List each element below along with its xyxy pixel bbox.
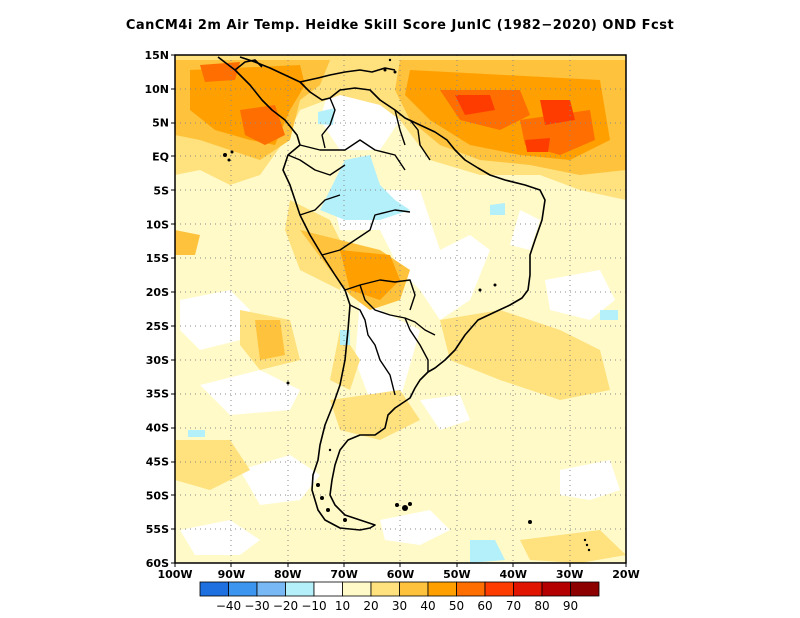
- lat-tick-label: 50S: [146, 489, 169, 502]
- colorbar-swatch: [285, 581, 315, 597]
- lat-tick-label: 5S: [153, 184, 169, 197]
- lat-tick-label: 15N: [144, 49, 169, 62]
- lat-tick-label: 10N: [144, 83, 169, 96]
- lat-tick-label: 15S: [146, 252, 169, 265]
- colorbar-swatch: [256, 581, 286, 597]
- colorbar-swatch: [456, 581, 486, 597]
- colorbar-swatch: [570, 581, 600, 597]
- colorbar-swatch: [541, 581, 571, 597]
- colorbar-label: 90: [563, 599, 578, 613]
- skill-region-50-60: [200, 62, 595, 155]
- colorbar-label: 80: [534, 599, 549, 613]
- lat-tick-label: 45S: [146, 455, 169, 468]
- lon-tick-label: 90W: [218, 568, 245, 581]
- colorbar-label: −40: [216, 599, 241, 613]
- lon-tick-label: 30W: [556, 568, 583, 581]
- colorbar-label: −10: [301, 599, 326, 613]
- colorbar-swatch: [313, 581, 343, 597]
- lat-tick-label: 30S: [146, 354, 169, 367]
- lon-tick-label: 70W: [330, 568, 357, 581]
- lat-tick-label: 20S: [146, 286, 169, 299]
- lat-tick-label: 10S: [146, 218, 169, 231]
- lat-tick-label: 5N: [152, 117, 169, 130]
- lat-tick-label: 60S: [146, 557, 169, 570]
- lat-tick-label: 40S: [146, 422, 169, 435]
- lat-tick-label: 25S: [146, 320, 169, 333]
- country-borders: [287, 97, 436, 396]
- lon-tick-label: 60W: [387, 568, 414, 581]
- skill-region-60-70: [455, 95, 575, 152]
- latitude-labels: 15N 10N 5N EQ 5S 10S 15S 20S 25S 30S 35S 40S 45S 50S 5…: [144, 49, 169, 570]
- lon-tick-label: 40W: [500, 568, 527, 581]
- colorbar-label: −30: [244, 599, 269, 613]
- lat-tick-label: 35S: [146, 388, 169, 401]
- colorbar-swatch: [513, 581, 543, 597]
- colorbar-label: 40: [420, 599, 435, 613]
- colorbar-label: 20: [363, 599, 378, 613]
- chart-title: CanCM4i 2m Air Temp. Heidke Skill Score …: [125, 18, 675, 33]
- colorbar-label: 50: [449, 599, 464, 613]
- colorbar-swatch: [484, 581, 514, 597]
- colorbar-swatch: [427, 581, 457, 597]
- lat-tick-label: EQ: [152, 151, 169, 164]
- colorbar-label: 10: [335, 599, 350, 613]
- colorbar-swatch: [370, 581, 400, 597]
- lon-tick-label: 20W: [612, 568, 639, 581]
- colorbar: [199, 581, 600, 597]
- colorbar-swatch: [342, 581, 372, 597]
- colorbar-swatch: [399, 581, 429, 597]
- lon-tick-label: 80W: [274, 568, 301, 581]
- colorbar-label: 60: [477, 599, 492, 613]
- colorbar-label: −20: [273, 599, 298, 613]
- coastlines: [217, 56, 546, 531]
- lon-tick-label: 50W: [443, 568, 470, 581]
- colorbar-labels: −40 −30 −20 −10 10 20 30 40 50 60 70 80 90: [216, 599, 578, 613]
- lat-tick-label: 55S: [146, 523, 169, 536]
- colorbar-swatch: [199, 581, 229, 597]
- lon-tick-label: 100W: [157, 568, 192, 581]
- longitude-labels: 100W 90W 80W 70W 60W 50W 40W 30W 20W: [157, 568, 639, 581]
- colorbar-swatch: [228, 581, 258, 597]
- colorbar-label: 70: [506, 599, 521, 613]
- graticule: [175, 55, 626, 563]
- islands: [223, 58, 591, 552]
- axis-ticks: [171, 54, 627, 567]
- skill-shading: [175, 55, 626, 563]
- colorbar-label: 30: [392, 599, 407, 613]
